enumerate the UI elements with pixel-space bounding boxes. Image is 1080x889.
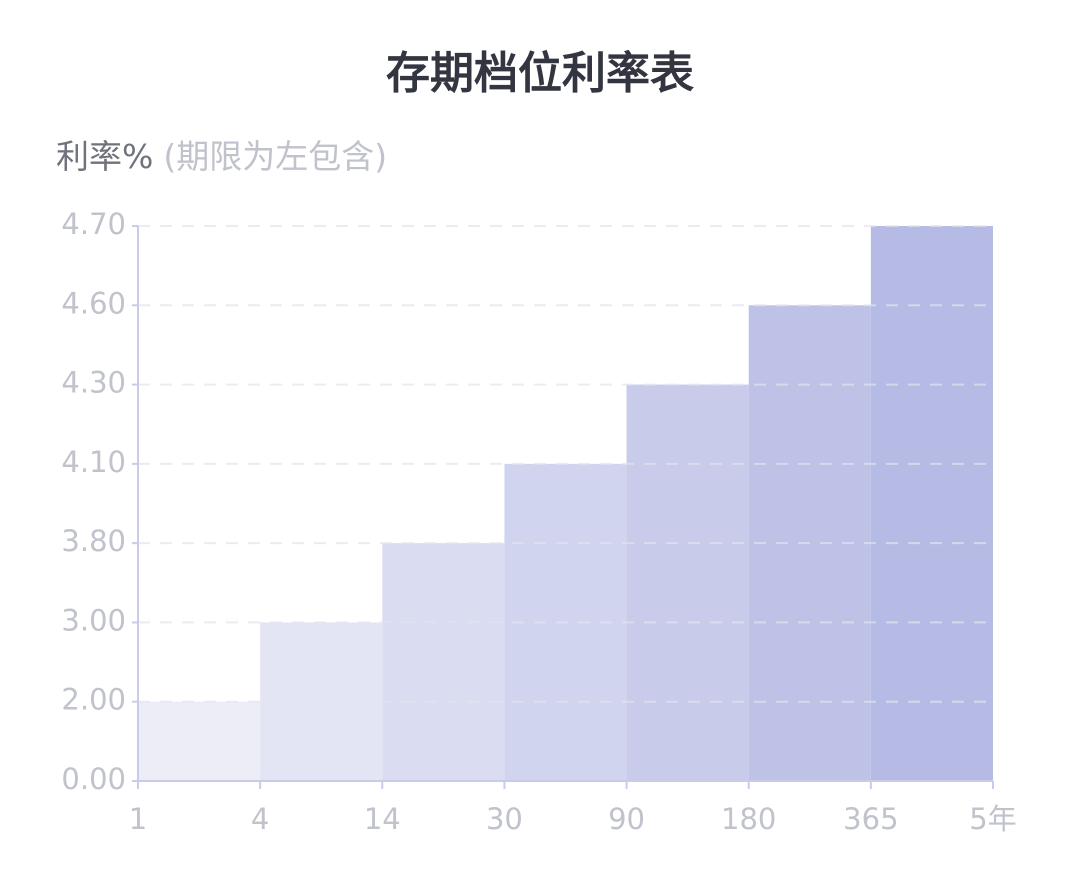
- bar: [626, 384, 749, 781]
- y-tick-label: 4.10: [61, 445, 126, 479]
- y-axis-label: 利率% (期限为左包含): [56, 137, 387, 176]
- y-tick-label: 4.60: [61, 286, 126, 320]
- y-label-note: (期限为左包含): [163, 137, 387, 176]
- bar: [382, 543, 505, 781]
- y-tick-label: 3.80: [61, 524, 126, 558]
- y-tick-label: 4.70: [61, 207, 126, 241]
- chart-title: 存期档位利率表: [386, 48, 694, 99]
- y-tick-label: 4.30: [61, 366, 126, 400]
- x-tick-label: 5年: [969, 802, 1016, 836]
- y-tick-label: 2.00: [61, 683, 126, 717]
- y-tick-label: 3.00: [61, 603, 126, 637]
- x-tick-label: 365: [843, 802, 898, 836]
- x-tick-label: 30: [486, 802, 523, 836]
- y-label: 利率%: [56, 137, 153, 176]
- bar: [870, 226, 993, 781]
- x-tick-label: 90: [608, 802, 645, 836]
- x-tick-label: 180: [721, 802, 776, 836]
- y-tick-label: 0.00: [61, 762, 126, 796]
- bar: [138, 701, 261, 781]
- x-tick-label: 1: [129, 802, 147, 836]
- x-tick-label: 14: [364, 802, 401, 836]
- x-tick-label: 4: [251, 802, 269, 836]
